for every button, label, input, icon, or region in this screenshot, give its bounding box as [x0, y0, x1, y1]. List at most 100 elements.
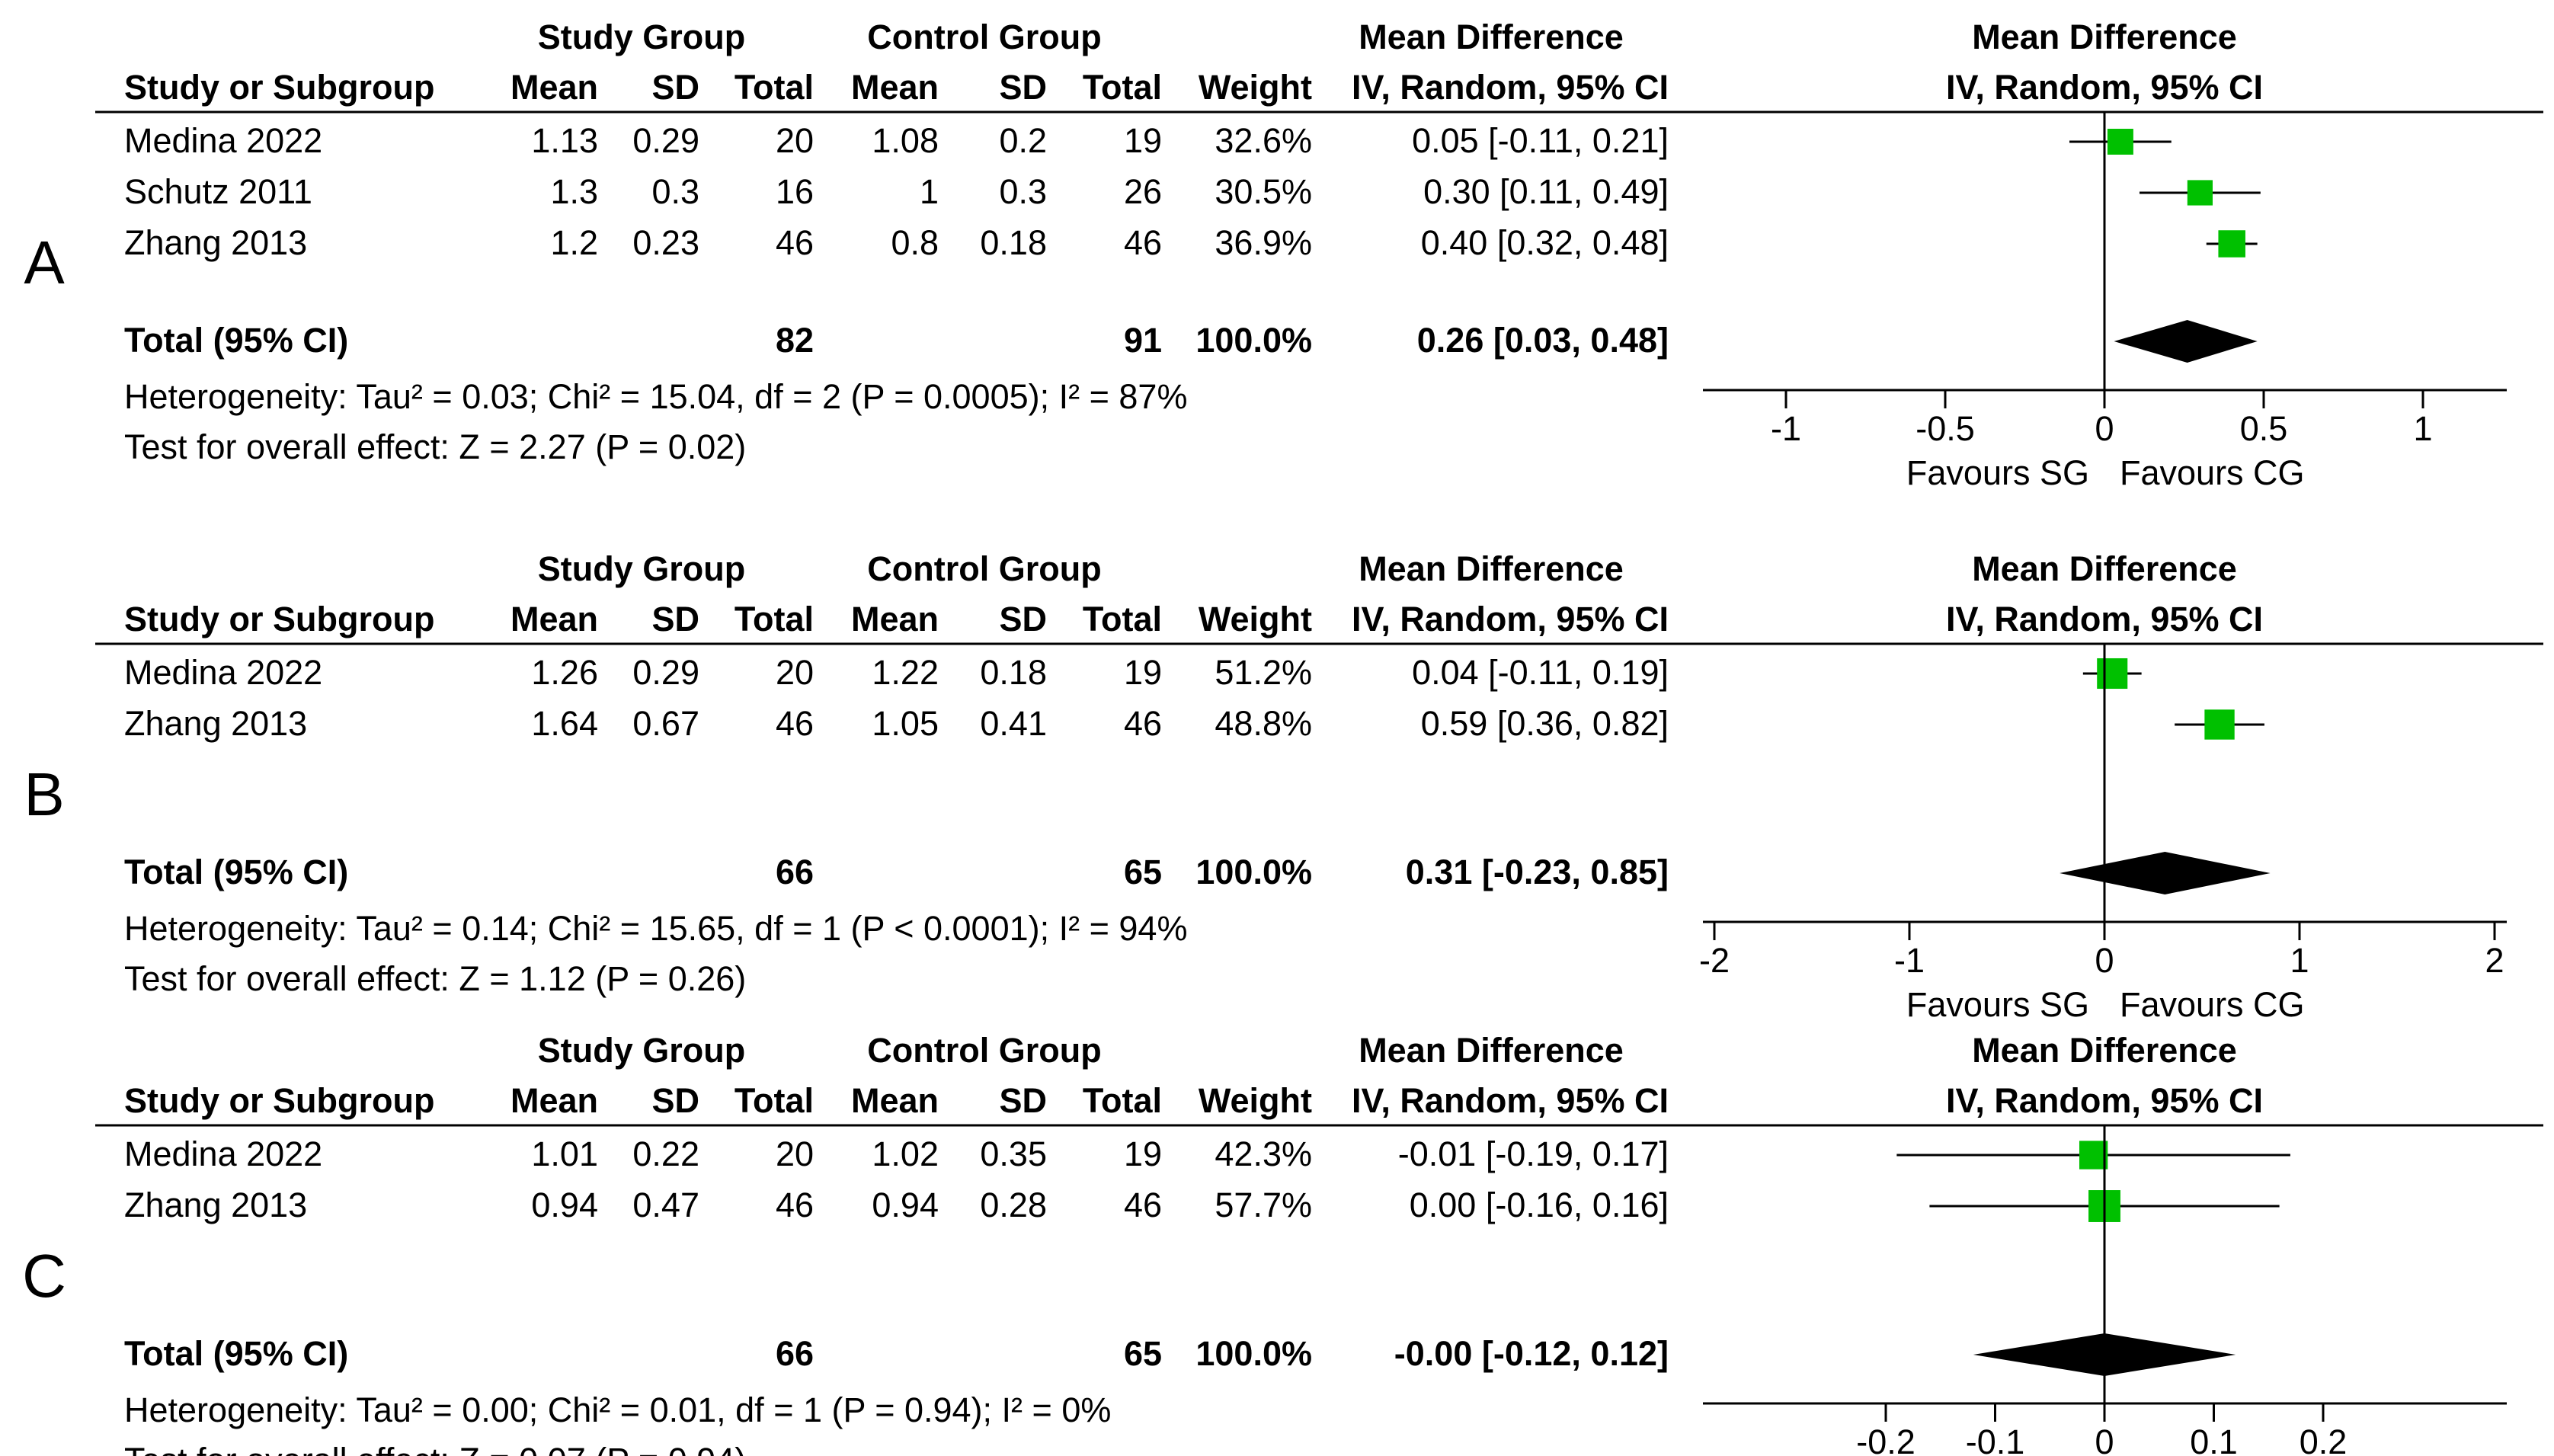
cell-mean-sg: 0.94 — [531, 1186, 598, 1224]
total-weight: 100.0% — [1195, 321, 1312, 360]
total-ci: 0.31 [-0.23, 0.85] — [1406, 853, 1669, 891]
cell-total-cg: 19 — [1124, 1134, 1162, 1173]
cell-weight: 36.9% — [1215, 223, 1312, 262]
header-weight: Weight — [1199, 1081, 1312, 1120]
total-label: Total (95% CI) — [124, 853, 348, 891]
cell-mean-cg: 0.94 — [872, 1186, 939, 1224]
cell-total-cg: 46 — [1124, 1186, 1162, 1224]
x-tick-label: 0 — [2095, 409, 2114, 448]
cell-mean-sg: 1.01 — [531, 1134, 598, 1173]
cell-mean-sg: 1.64 — [531, 704, 598, 743]
total-ci: -0.00 [-0.12, 0.12] — [1394, 1334, 1669, 1373]
overall-effect-text: Test for overall effect: Z = 0.07 (P = 0… — [124, 1441, 746, 1456]
header-method: IV, Random, 95% CI — [1352, 68, 1669, 107]
heterogeneity-text: Heterogeneity: Tau² = 0.00; Chi² = 0.01,… — [124, 1390, 1111, 1429]
header-study-group: Study Group — [538, 549, 745, 588]
header-sd-sg: SD — [651, 600, 699, 638]
x-tick-label: 1 — [2290, 941, 2309, 980]
x-tick-label: 1 — [2413, 409, 2432, 448]
panel-label: A — [24, 229, 65, 296]
total-weight: 100.0% — [1195, 853, 1312, 891]
header-control-group: Control Group — [867, 18, 1101, 56]
panel-label: B — [24, 760, 64, 828]
x-tick-label: 0.5 — [2240, 409, 2288, 448]
cell-sd-sg: 0.47 — [632, 1186, 699, 1224]
total-sg: 66 — [776, 1334, 814, 1373]
cell-ci: 0.40 [0.32, 0.48] — [1421, 223, 1669, 262]
cell-weight: 42.3% — [1215, 1134, 1312, 1173]
header-mean-sg: Mean — [510, 68, 598, 107]
cell-total-sg: 46 — [776, 704, 814, 743]
header-mean-difference: Mean Difference — [1359, 1031, 1624, 1070]
cell-total-sg: 46 — [776, 223, 814, 262]
header-plot-method: IV, Random, 95% CI — [1946, 1081, 2263, 1120]
cell-weight: 30.5% — [1215, 172, 1312, 211]
header-total-cg: Total — [1083, 1081, 1162, 1120]
study-name: Schutz 2011 — [124, 172, 312, 211]
cell-total-sg: 46 — [776, 1186, 814, 1224]
effect-marker — [2107, 129, 2133, 155]
header-weight: Weight — [1199, 600, 1312, 638]
cell-total-sg: 20 — [776, 653, 814, 692]
cell-sd-sg: 0.23 — [632, 223, 699, 262]
x-tick-label: -0.2 — [1856, 1422, 1916, 1456]
heterogeneity-text: Heterogeneity: Tau² = 0.03; Chi² = 15.04… — [124, 377, 1187, 416]
total-cg: 65 — [1124, 1334, 1162, 1373]
cell-sd-cg: 0.18 — [980, 653, 1047, 692]
cell-ci: 0.30 [0.11, 0.49] — [1423, 172, 1669, 211]
total-cg: 65 — [1124, 853, 1162, 891]
header-mean-cg: Mean — [851, 68, 939, 107]
cell-ci: 0.05 [-0.11, 0.21] — [1412, 121, 1669, 160]
header-method: IV, Random, 95% CI — [1352, 1081, 1669, 1120]
header-study: Study or Subgroup — [124, 68, 434, 107]
header-plot-title: Mean Difference — [1972, 549, 2237, 588]
cell-total-sg: 20 — [776, 121, 814, 160]
cell-total-sg: 20 — [776, 1134, 814, 1173]
study-row: Medina 2022 1.13 0.29 20 1.08 0.2 19 32.6% 0.05 … — [124, 121, 2172, 160]
x-tick-label: -2 — [1699, 941, 1730, 980]
x-tick-label: 0.1 — [2190, 1422, 2238, 1456]
study-name: Zhang 2013 — [124, 223, 307, 262]
cell-total-cg: 46 — [1124, 704, 1162, 743]
total-cg: 91 — [1124, 321, 1162, 360]
heterogeneity-text: Heterogeneity: Tau² = 0.14; Chi² = 15.65… — [124, 909, 1187, 948]
cell-mean-cg: 1.05 — [872, 704, 939, 743]
header-study-group: Study Group — [538, 1031, 745, 1070]
total-sg: 66 — [776, 853, 814, 891]
panel-label: C — [22, 1242, 66, 1310]
total-label: Total (95% CI) — [124, 321, 348, 360]
cell-weight: 48.8% — [1215, 704, 1312, 743]
header-plot-title: Mean Difference — [1972, 1031, 2237, 1070]
favours-left-label: Favours SG — [1906, 985, 2089, 1024]
cell-mean-sg: 1.2 — [550, 223, 598, 262]
header-plot-title: Mean Difference — [1972, 18, 2237, 56]
cell-mean-sg: 1.13 — [531, 121, 598, 160]
header-sd-cg: SD — [999, 68, 1047, 107]
favours-right-label: Favours CG — [2120, 453, 2305, 492]
x-tick-label: -0.5 — [1916, 409, 1975, 448]
cell-sd-sg: 0.67 — [632, 704, 699, 743]
cell-sd-sg: 0.29 — [632, 121, 699, 160]
cell-sd-sg: 0.3 — [651, 172, 699, 211]
cell-sd-cg: 0.41 — [980, 704, 1047, 743]
header-sd-sg: SD — [651, 68, 699, 107]
cell-sd-sg: 0.29 — [632, 653, 699, 692]
study-row: Medina 2022 1.01 0.22 20 1.02 0.35 19 42.3% -0.0… — [124, 1134, 2290, 1173]
total-weight: 100.0% — [1195, 1334, 1312, 1373]
total-row: Total (95% CI) 66 65 100.0% 0.31 [-0.23, 0.8… — [124, 852, 2271, 894]
header-study-group: Study Group — [538, 18, 745, 56]
study-row: Zhang 2013 0.94 0.47 46 0.94 0.28 46 57.7% 0.00 … — [124, 1186, 2280, 1224]
header-weight: Weight — [1199, 68, 1312, 107]
cell-total-cg: 26 — [1124, 172, 1162, 211]
header-total-sg: Total — [735, 1081, 814, 1120]
effect-marker — [2218, 230, 2245, 258]
cell-total-sg: 16 — [776, 172, 814, 211]
cell-ci: 0.00 [-0.16, 0.16] — [1410, 1186, 1669, 1224]
cell-total-cg: 19 — [1124, 653, 1162, 692]
cell-sd-cg: 0.2 — [999, 121, 1047, 160]
study-row: Zhang 2013 1.64 0.67 46 1.05 0.41 46 48.8% 0.59 … — [124, 704, 2264, 743]
header-study: Study or Subgroup — [124, 600, 434, 638]
effect-marker — [2187, 180, 2213, 206]
header-mean-cg: Mean — [851, 1081, 939, 1120]
